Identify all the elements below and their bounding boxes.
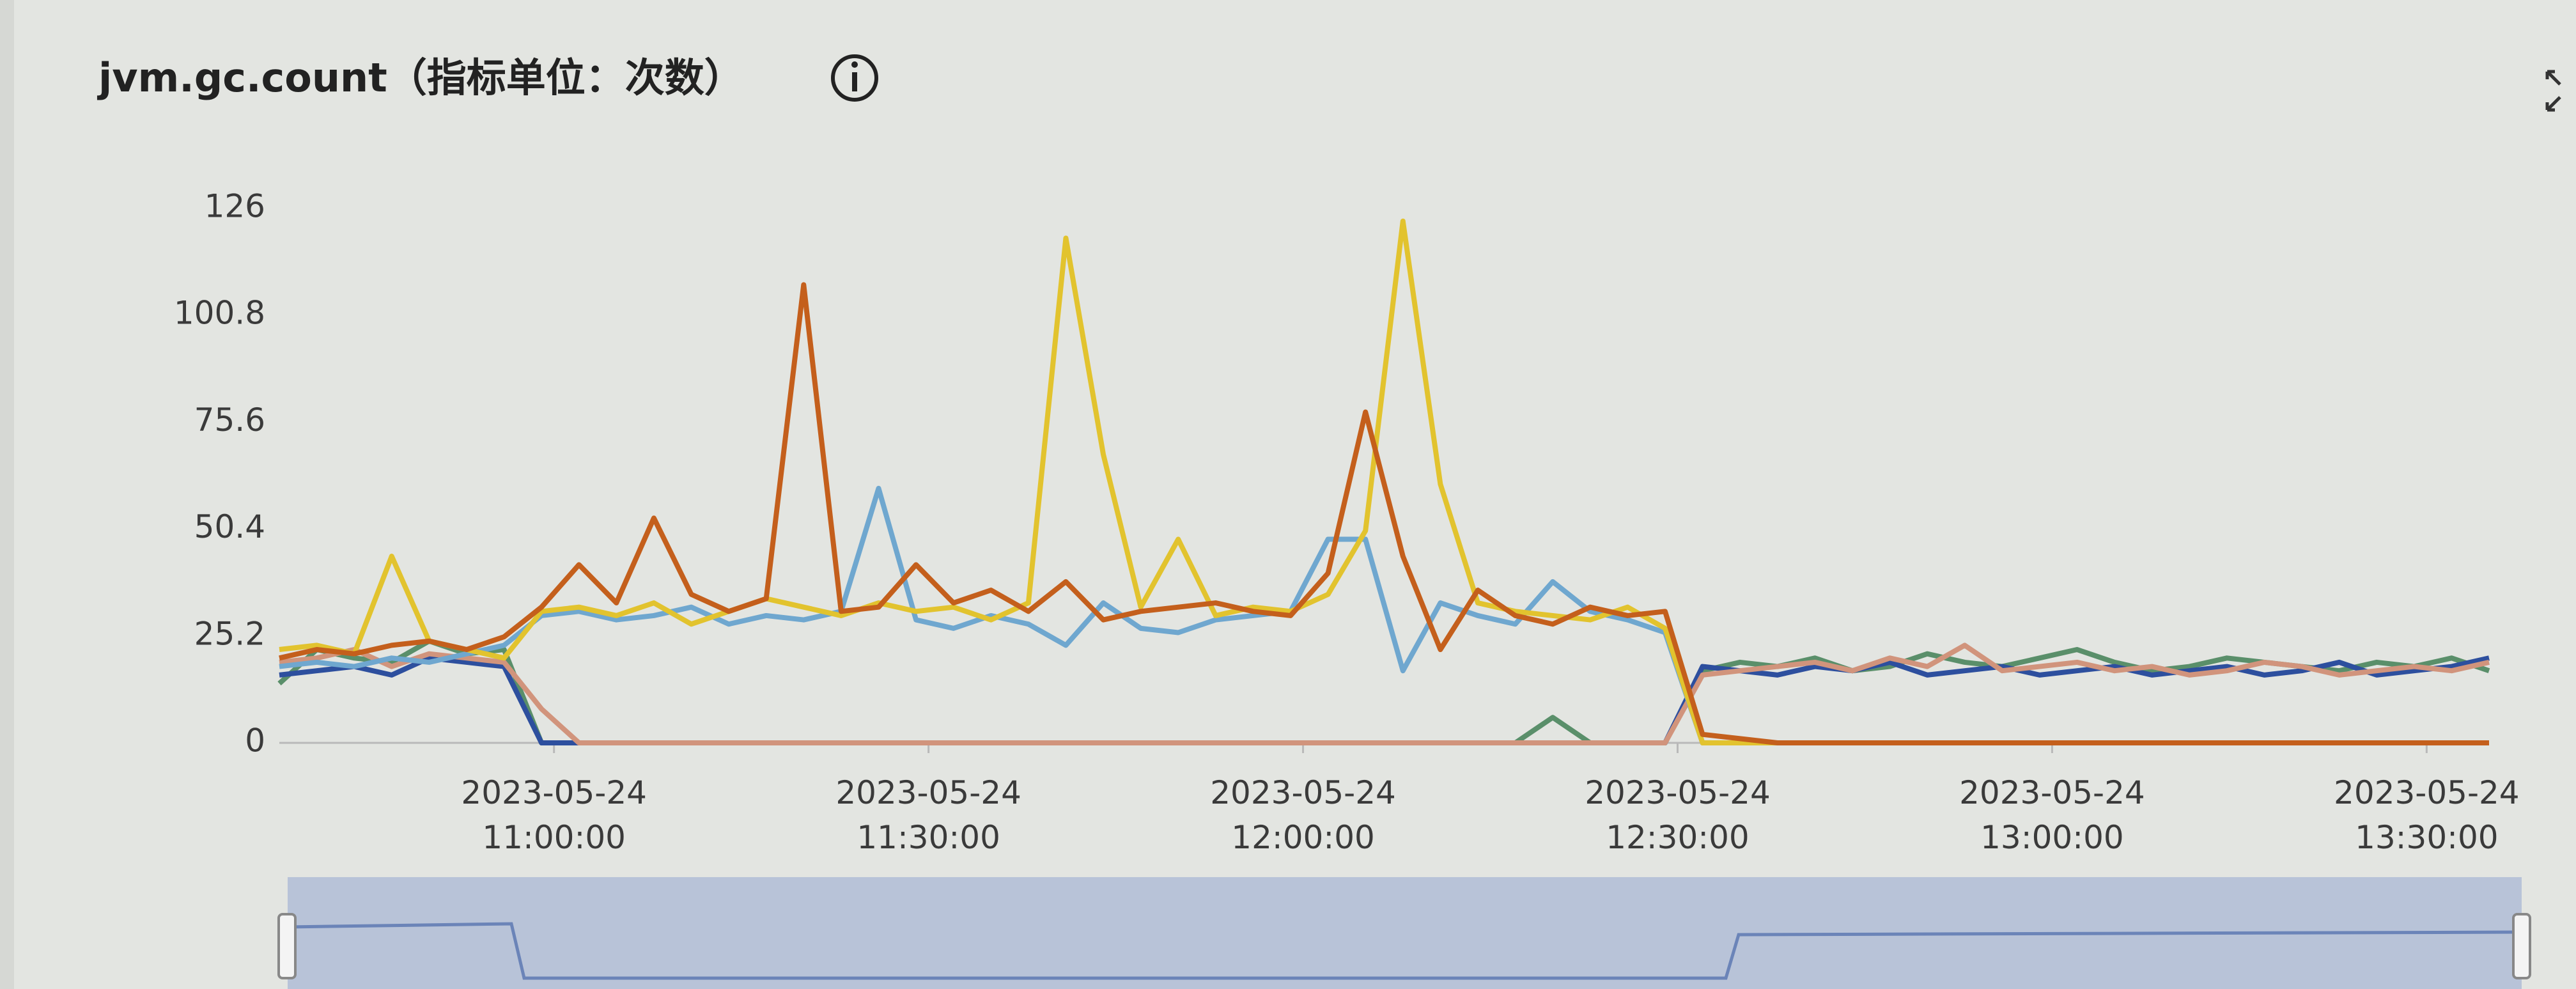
y-tick-label: 50.4 xyxy=(194,508,265,545)
zoom-handle-left[interactable] xyxy=(277,913,297,979)
y-tick-label: 100.8 xyxy=(174,295,265,332)
x-tick-line: 12:30:00 xyxy=(1606,819,1750,856)
x-tick-label: 2023-05-24 13:30:00 xyxy=(2334,774,2520,856)
x-tick-line: 13:30:00 xyxy=(2355,819,2499,856)
x-tick-line: 2023-05-24 xyxy=(1210,774,1396,811)
panel-edge xyxy=(0,0,14,989)
series-line xyxy=(279,642,2490,745)
x-tick-line: 2023-05-24 xyxy=(1959,774,2145,811)
y-tick-label: 0 xyxy=(245,722,265,759)
x-tick-label: 2023-05-24 13:00:00 xyxy=(1959,774,2145,856)
x-tick-line: 13:00:00 xyxy=(1980,819,2124,856)
y-tick-label: 75.6 xyxy=(194,401,265,439)
fullscreen-icon[interactable] xyxy=(2545,70,2561,112)
x-tick-line: 2023-05-24 xyxy=(835,774,1021,811)
data-zoom[interactable] xyxy=(277,877,2531,989)
y-tick-label: 25.2 xyxy=(194,615,265,652)
x-tick-line: 2023-05-24 xyxy=(2334,774,2520,811)
x-tick-line: 12:00:00 xyxy=(1231,819,1375,856)
x-tick-line: 11:30:00 xyxy=(857,819,1000,856)
x-tick-line: 2023-05-24 xyxy=(461,774,647,811)
x-tick-line: 2023-05-24 xyxy=(1585,774,1771,811)
x-tick-label: 2023-05-24 11:30:00 xyxy=(835,774,1021,856)
x-tick-label: 2023-05-24 12:00:00 xyxy=(1210,774,1396,856)
x-tick-label: 2023-05-24 11:00:00 xyxy=(461,774,647,856)
y-tick-label: 126 xyxy=(205,188,265,225)
info-icon[interactable] xyxy=(831,54,878,102)
x-tick-line: 11:00:00 xyxy=(482,819,626,856)
chart-title: jvm.gc.count（指标单位：次数） xyxy=(97,54,744,101)
x-tick-label: 2023-05-24 12:30:00 xyxy=(1585,774,1771,856)
zoom-handle-right[interactable] xyxy=(2512,913,2531,979)
zoom-preview xyxy=(287,922,2522,980)
series-line xyxy=(279,282,2489,745)
